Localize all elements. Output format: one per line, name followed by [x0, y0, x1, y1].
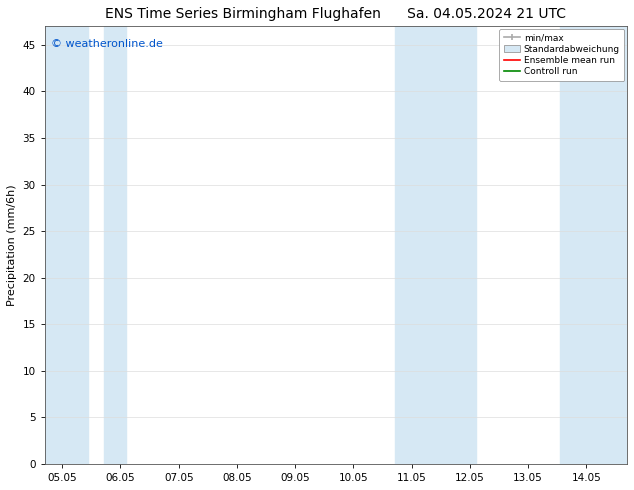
Bar [45, 26, 89, 464]
Text: © weatheronline.de: © weatheronline.de [51, 39, 162, 49]
Title: ENS Time Series Birmingham Flughafen      Sa. 04.05.2024 21 UTC: ENS Time Series Birmingham Flughafen Sa.… [105, 7, 566, 21]
Legend: min/max, Standardabweichung, Ensemble mean run, Controll run: min/max, Standardabweichung, Ensemble me… [500, 29, 624, 81]
Y-axis label: Precipitation (mm/6h): Precipitation (mm/6h) [7, 184, 17, 306]
Bar [560, 26, 627, 464]
Bar [104, 26, 126, 464]
Bar [396, 26, 476, 464]
